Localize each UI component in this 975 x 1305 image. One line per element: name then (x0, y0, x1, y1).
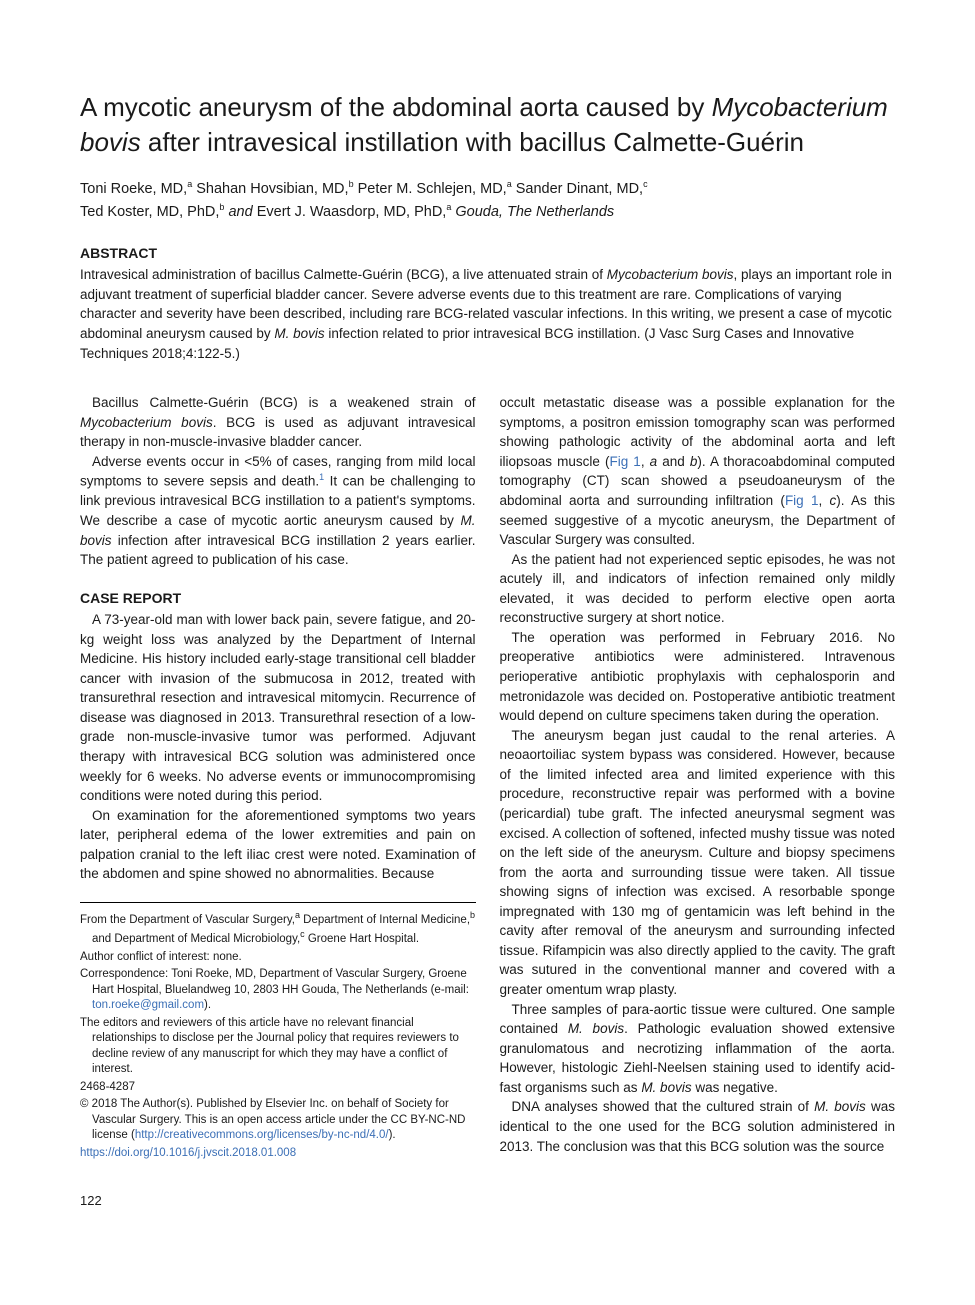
author-2: Shahan Hovsibian, MD, (196, 181, 348, 197)
authors-location: Gouda, The Netherlands (455, 204, 614, 220)
abstract-heading: ABSTRACT (80, 245, 895, 261)
author-4: Sander Dinant, MD, (516, 181, 643, 197)
abstract-text-1: Intravesical administration of bacillus … (80, 267, 607, 282)
page-number: 122 (80, 1193, 895, 1208)
case-para-2: On examination for the aforementioned sy… (80, 806, 476, 884)
intro-para-2: Adverse events occur in <5% of cases, ra… (80, 452, 476, 570)
right-para-6: DNA analyses showed that the cultured st… (500, 1097, 896, 1156)
footnote-copyright: © 2018 The Author(s). Published by Elsev… (80, 1097, 476, 1144)
author-6: Evert J. Waasdorp, MD, PhD, (257, 204, 447, 220)
email-link[interactable]: ton.roeke@gmail.com (92, 999, 204, 1011)
fig1-link-2[interactable]: Fig 1 (785, 493, 819, 508)
article-title: A mycotic aneurysm of the abdominal aort… (80, 90, 895, 160)
right-para-4: The aneurysm began just caudal to the re… (500, 726, 896, 1000)
right-column: occult metastatic disease was a possible… (500, 393, 896, 1163)
author-1: Toni Roeke, MD, (80, 181, 187, 197)
license-link[interactable]: http://creativecommons.org/licenses/by-n… (135, 1129, 389, 1141)
two-column-body: Bacillus Calmette-Guérin (BCG) is a weak… (80, 393, 895, 1163)
right-para-5: Three samples of para-aortic tissue were… (500, 1000, 896, 1098)
left-column: Bacillus Calmette-Guérin (BCG) is a weak… (80, 393, 476, 1163)
case-report-heading: CASE REPORT (80, 588, 476, 608)
case-para-1: A 73-year-old man with lower back pain, … (80, 610, 476, 806)
abstract-body: Intravesical administration of bacillus … (80, 265, 895, 363)
author-4-affil: c (643, 179, 648, 189)
footnote-reviewers: The editors and reviewers of this articl… (80, 1016, 476, 1078)
author-6-affil: a (446, 202, 451, 212)
doi-link[interactable]: https://doi.org/10.1016/j.jvscit.2018.01… (80, 1147, 296, 1159)
author-3-affil: a (507, 179, 512, 189)
footnote-issn: 2468-4287 (80, 1080, 476, 1096)
author-5-affil: b (219, 202, 224, 212)
right-para-3: The operation was performed in February … (500, 628, 896, 726)
authors-block: Toni Roeke, MD,a Shahan Hovsibian, MD,b … (80, 178, 895, 223)
right-para-1: occult metastatic disease was a possible… (500, 393, 896, 550)
author-5: Ted Koster, MD, PhD, (80, 204, 219, 220)
title-post: after intravesical instillation with bac… (141, 127, 804, 157)
footnote-affiliations: From the Department of Vascular Surgery,… (80, 909, 476, 948)
authors-and: and (228, 204, 256, 220)
author-1-affil: a (187, 179, 192, 189)
intro-para-1: Bacillus Calmette-Guérin (BCG) is a weak… (80, 393, 476, 452)
right-para-2: As the patient had not experienced septi… (500, 550, 896, 628)
fig1-link-1[interactable]: Fig 1 (609, 454, 640, 469)
abstract-italic-2: M. bovis (274, 326, 324, 341)
footnote-conflict: Author conflict of interest: none. (80, 950, 476, 966)
title-pre: A mycotic aneurysm of the abdominal aort… (80, 92, 712, 122)
footnotes-block: From the Department of Vascular Surgery,… (80, 902, 476, 1161)
footnote-correspondence: Correspondence: Toni Roeke, MD, Departme… (80, 967, 476, 1014)
author-2-affil: b (349, 179, 354, 189)
author-3: Peter M. Schlejen, MD, (358, 181, 507, 197)
abstract-italic-1: Mycobacterium bovis (607, 267, 734, 282)
